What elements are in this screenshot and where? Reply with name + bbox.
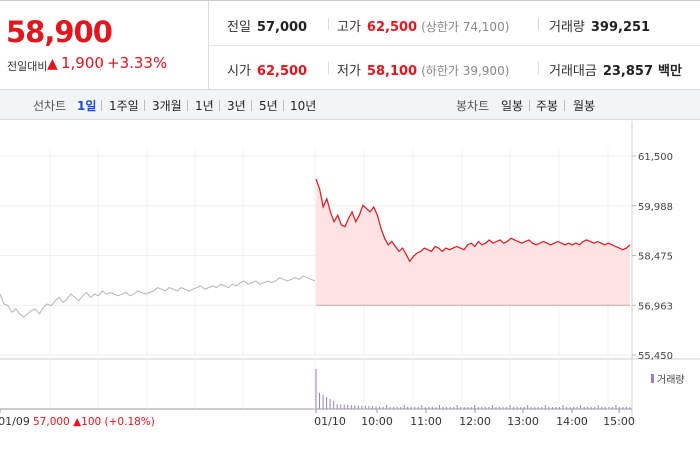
divider	[283, 100, 284, 111]
divider	[538, 62, 539, 74]
high-value: 62,500	[366, 20, 418, 35]
volume-value: 399,251	[590, 20, 651, 35]
period-tab-3y[interactable]: 3년	[227, 99, 246, 113]
change-label: 전일대비	[7, 60, 48, 73]
current-price: 58,900	[6, 15, 113, 49]
volume-label: 거래량	[549, 20, 585, 35]
line-chart-label[interactable]: 선차트	[33, 99, 67, 113]
open-label: 시가	[227, 64, 251, 79]
divider	[209, 45, 700, 46]
price-box: 58,900 전일대비 ▲ 1,900 +3.33%	[0, 1, 209, 90]
candle-tab-daily[interactable]: 일봉	[501, 99, 524, 113]
change-percent: +3.33%	[107, 54, 168, 72]
period-tab-1w[interactable]: 1주일	[109, 99, 139, 113]
y-tick-label: 61,500	[638, 152, 673, 163]
y-tick-label: 55,450	[638, 351, 673, 362]
divider	[529, 100, 530, 111]
prev-close-stat: 전일 57,000	[227, 16, 307, 35]
divider	[564, 100, 565, 111]
low-stat: 저가 58,100 (하한가 39,900)	[337, 60, 509, 79]
change-value: 1,900	[61, 54, 104, 72]
divider	[219, 100, 220, 111]
trade-value-unit: 백만	[658, 64, 682, 79]
divider	[328, 18, 329, 30]
chart-toolbar: 선차트 1일 1주일 3개월 1년 3년 5년 10년 봉차트 일봉 주봉 월봉	[0, 90, 700, 120]
price-chart[interactable]: 61,500 59,988 58,475 56,963 55,450 거래량 01/09 01…	[0, 121, 700, 450]
open-stat: 시가 62,500	[227, 60, 307, 79]
up-arrow-icon: ▲	[47, 56, 58, 72]
x-tick-label: 01/09	[0, 415, 30, 428]
prev-close-label: 전일	[227, 20, 251, 35]
x-tick-label: 10:00	[361, 415, 393, 428]
period-tab-1d[interactable]: 1일	[77, 99, 97, 113]
lower-limit: (하한가 39,900)	[421, 64, 510, 78]
volume-legend-label: 거래량	[657, 374, 685, 386]
divider	[101, 100, 102, 111]
stats-grid: 전일 57,000 고가 62,500 (상한가 74,100) 거래량 399,251…	[209, 1, 700, 90]
prev-close-value: 57,000	[256, 20, 308, 35]
today-area-fill	[316, 179, 630, 306]
quote-panel: 58,900 전일대비 ▲ 1,900 +3.33% 전일 57,000 고가 62…	[0, 0, 700, 90]
open-value: 62,500	[256, 64, 308, 79]
volume-stat: 거래량 399,251	[549, 16, 650, 35]
trade-value-stat: 거래대금 23,857 백만	[549, 60, 682, 79]
upper-limit: (상한가 74,100)	[421, 20, 510, 34]
x-tick-label: 13:00	[507, 415, 539, 428]
x-tick-label: 15:00	[603, 415, 635, 428]
volume-legend-swatch	[651, 374, 654, 383]
period-tab-10y[interactable]: 10년	[290, 99, 317, 113]
divider	[100, 57, 101, 71]
high-label: 고가	[337, 20, 361, 35]
y-tick-label: 58,475	[638, 252, 673, 263]
y-tick-label: 59,988	[638, 202, 673, 213]
y-tick-label: 56,963	[638, 301, 673, 312]
period-tab-1y[interactable]: 1년	[195, 99, 214, 113]
today-price-line	[315, 178, 631, 263]
x-tick-label: 14:00	[556, 415, 588, 428]
x-tick-label: 12:00	[459, 415, 491, 428]
candle-tab-weekly[interactable]: 주봉	[536, 99, 559, 113]
x-tick-label: 11:00	[410, 415, 442, 428]
x-tick-label: 01/10	[314, 415, 346, 428]
low-label: 저가	[337, 64, 361, 79]
divider	[251, 100, 252, 111]
price-chart-svg: 61,500 59,988 58,475 56,963 55,450 거래량 01/09 01…	[0, 121, 700, 428]
trade-value: 23,857	[602, 64, 654, 79]
divider	[328, 62, 329, 74]
prev-day-line	[0, 275, 316, 318]
candle-chart-label[interactable]: 봉차트	[456, 99, 490, 113]
trade-value-label: 거래대금	[549, 64, 597, 79]
prev-day-info: 57,000 ▲100 (+0.18%)	[33, 416, 155, 428]
period-tab-5y[interactable]: 5년	[259, 99, 278, 113]
candle-tab-monthly[interactable]: 월봉	[573, 99, 596, 113]
divider	[538, 18, 539, 30]
divider	[144, 100, 145, 111]
low-value: 58,100	[366, 64, 418, 79]
period-tab-3m[interactable]: 3개월	[152, 99, 182, 113]
divider	[187, 100, 188, 111]
high-stat: 고가 62,500 (상한가 74,100)	[337, 16, 509, 35]
